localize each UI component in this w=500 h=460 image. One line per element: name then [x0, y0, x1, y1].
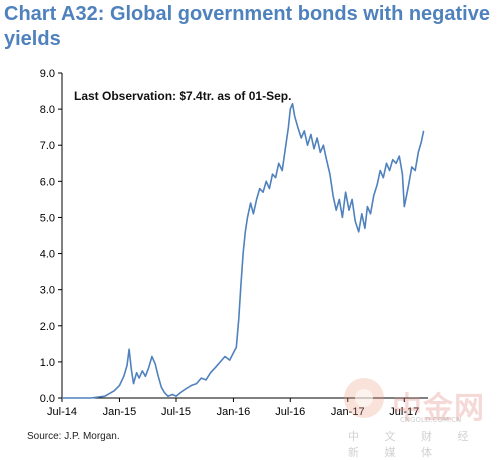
x-tick-label: Jul-15	[161, 406, 191, 418]
last-observation-annotation: Last Observation: $7.4tr. as of 01-Sep.	[74, 89, 291, 103]
y-tick-label: 1.0	[40, 357, 55, 369]
x-tick-label: Jul-16	[275, 406, 305, 418]
series-group	[62, 102, 425, 399]
y-tick-label: 6.0	[40, 176, 55, 188]
chart: 0.0 1.0 2.0 3.0 4.0 5.0 6.0 7.0 8.0 9.0 Jul-14 Jan…	[40, 68, 428, 418]
x-tick-label: Jan-17	[331, 406, 365, 418]
x-tick-label: Jul-14	[47, 406, 77, 418]
y-tick-label: 0.0	[40, 393, 55, 405]
y-tick-label: 4.0	[40, 249, 55, 261]
y-tick-label: 8.0	[40, 104, 55, 116]
y-tick-label: 7.0	[40, 140, 55, 152]
watermark-circle-logo	[344, 378, 384, 418]
watermark-subtitle: 中 文 财 经 新 媒 体	[348, 430, 480, 459]
x-tick-label: Jan-16	[217, 406, 251, 418]
y-tick-label: 3.0	[40, 285, 55, 297]
y-tick-label: 2.0	[40, 321, 55, 333]
y-tick-label: 5.0	[40, 212, 55, 224]
watermark-url: CNGOLD.COM.CN	[400, 416, 462, 424]
chart-title: Chart A32: Global government bonds with …	[4, 3, 490, 50]
watermark-logo-text: 中金网	[392, 391, 485, 426]
series-line	[62, 102, 425, 399]
x-tick-label: Jul-17	[389, 406, 419, 418]
y-tick-label: 9.0	[40, 68, 55, 80]
x-axis: Jul-14 Jan-15 Jul-15 Jan-16 Jul-16 Jan-17 Jul-…	[47, 398, 419, 418]
source-note: Source: J.P. Morgan.	[27, 431, 120, 442]
y-axis: 0.0 1.0 2.0 3.0 4.0 5.0 6.0 7.0 8.0 9.0	[40, 68, 62, 405]
x-tick-label: Jan-15	[103, 406, 137, 418]
